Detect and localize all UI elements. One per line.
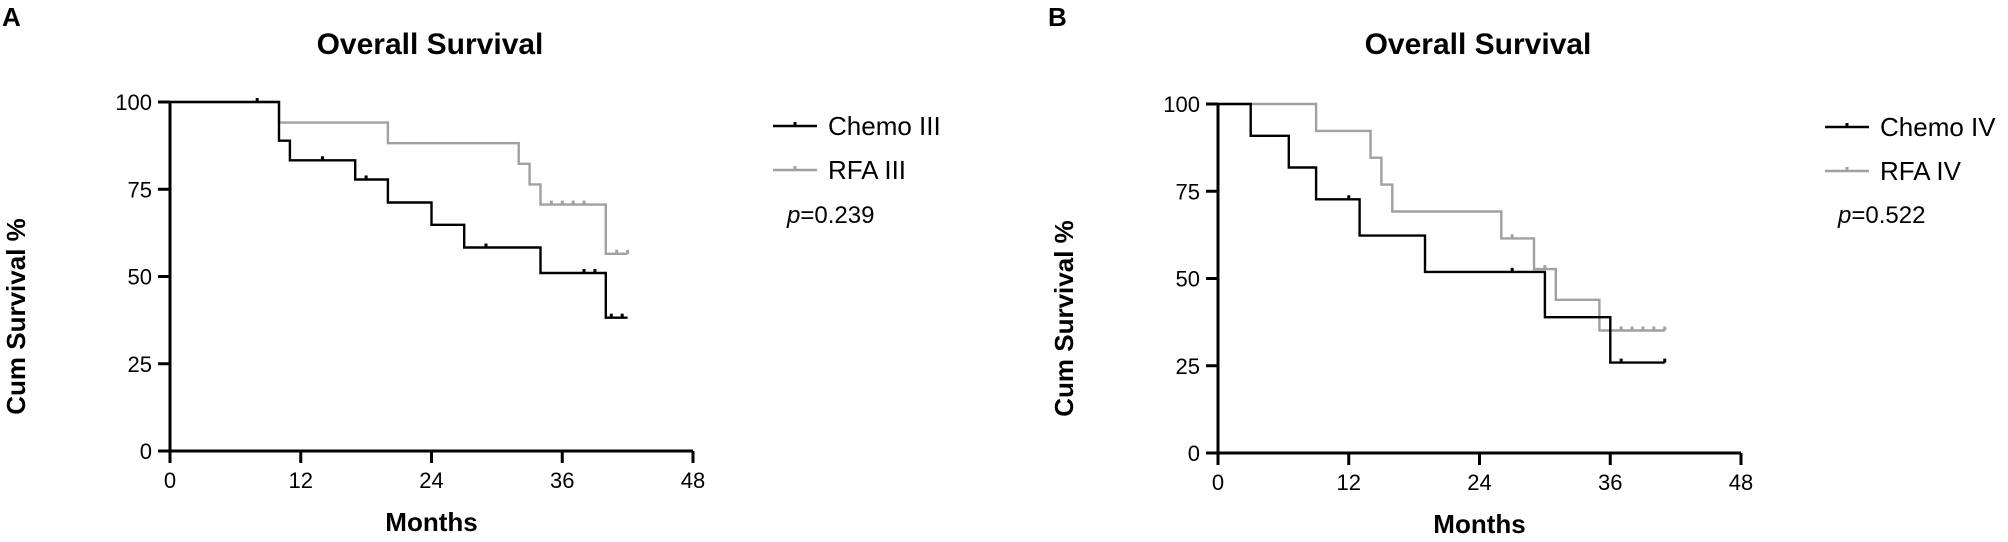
panel-letter: B <box>1048 2 1067 32</box>
p-value: p=0.522 <box>1837 202 1925 229</box>
survival-curve-rfa-iv <box>1218 102 1665 332</box>
x-axis-title: Months <box>1433 509 1525 539</box>
y-tick-label: 100 <box>115 90 152 115</box>
legend-label: Chemo III <box>828 111 941 141</box>
survival-curve-chemo-iv <box>1218 102 1665 364</box>
legend-label: RFA III <box>828 155 906 185</box>
y-tick-label: 25 <box>128 352 152 377</box>
x-tick-label: 36 <box>1598 470 1622 495</box>
legend-label: Chemo IV <box>1880 112 1996 142</box>
x-axis-title: Months <box>385 507 477 537</box>
x-tick-label: 12 <box>289 468 313 493</box>
y-tick-label: 0 <box>1188 441 1200 466</box>
survival-curve-chemo-iii <box>170 100 628 319</box>
x-tick-label: 36 <box>550 468 574 493</box>
p-value-symbol: p <box>786 202 800 229</box>
x-tick-label: 0 <box>164 468 176 493</box>
x-tick-label: 12 <box>1337 470 1361 495</box>
survival-curve-rfa-iii <box>170 100 628 256</box>
p-value-text: =0.239 <box>800 202 874 229</box>
x-tick-label: 24 <box>419 468 443 493</box>
x-tick-label: 48 <box>681 468 705 493</box>
y-axis-title: Cum Survival % <box>1049 220 1079 417</box>
chart-panel-b: B Overall Survival 0 25 50 75 100 0 12 24 36 48 Mont… <box>1048 2 1996 539</box>
x-tick-label: 24 <box>1467 470 1491 495</box>
x-tick-label: 0 <box>1212 470 1224 495</box>
y-axis-title: Cum Survival % <box>1 218 31 415</box>
y-tick-label: 100 <box>1163 92 1200 117</box>
y-tick-label: 50 <box>1176 267 1200 292</box>
chart-title: Overall Survival <box>317 28 544 61</box>
x-tick-label: 48 <box>1729 470 1753 495</box>
y-tick-label: 0 <box>140 439 152 464</box>
chart-panel-a: A Overall Survival 0 25 50 75 100 0 12 24 36 48 Mont… <box>1 2 941 537</box>
y-tick-label: 75 <box>1176 179 1200 204</box>
p-value-symbol: p <box>1837 202 1851 229</box>
chart-title: Overall Survival <box>1365 28 1592 61</box>
p-value-text: =0.522 <box>1851 202 1925 229</box>
y-tick-label: 50 <box>128 265 152 290</box>
y-tick-label: 25 <box>1176 354 1200 379</box>
p-value: p=0.239 <box>786 202 874 229</box>
panel-letter: A <box>2 2 21 32</box>
y-tick-label: 75 <box>128 177 152 202</box>
legend-label: RFA IV <box>1880 156 1962 186</box>
